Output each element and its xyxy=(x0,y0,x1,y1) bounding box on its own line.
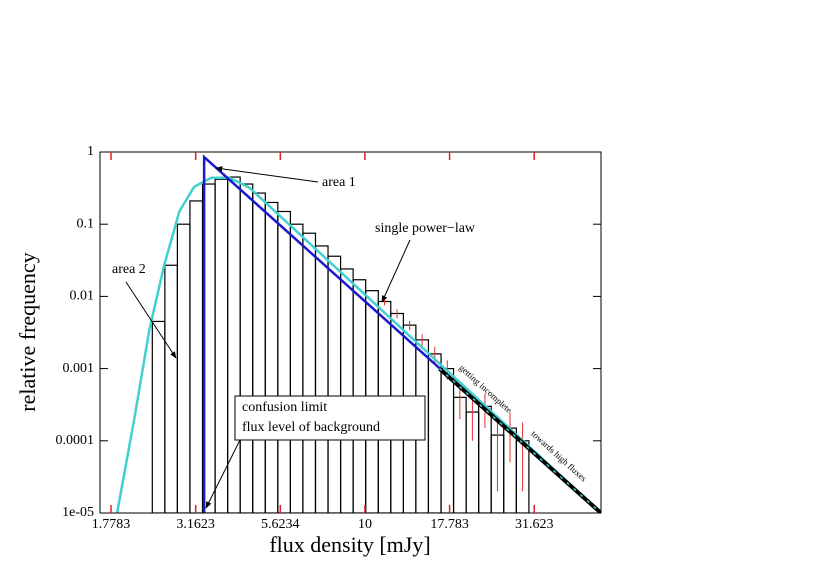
x-tick-label: 10 xyxy=(358,517,372,532)
histogram-bar xyxy=(339,268,354,513)
histogram-bar xyxy=(289,223,304,513)
y-tick-label: 0.1 xyxy=(77,216,95,231)
y-tick-label: 0.0001 xyxy=(56,433,95,448)
histogram-bar xyxy=(440,368,455,513)
x-axis-label: flux density [mJy] xyxy=(269,532,430,557)
y-tick-label: 1e-05 xyxy=(62,505,94,520)
annotation: area 1 xyxy=(322,175,356,190)
y-axis-label: relative frequency xyxy=(15,252,40,411)
x-tick-label: 1.7783 xyxy=(92,517,131,532)
line-dash xyxy=(438,368,601,513)
x-tick-label: 5.6234 xyxy=(261,517,300,532)
histogram-bar xyxy=(227,176,241,513)
arrow xyxy=(125,281,177,359)
annotation: confusion limit xyxy=(242,400,327,415)
histogram-bar xyxy=(176,223,191,513)
x-tick-label: 31.623 xyxy=(515,517,554,532)
histogram-bar xyxy=(277,210,291,513)
x-tick-label: 17.783 xyxy=(430,517,469,532)
histogram-bar xyxy=(252,192,266,513)
histogram-bar xyxy=(151,320,166,513)
y-tick-label: 0.01 xyxy=(70,289,95,304)
histogram-bar xyxy=(239,183,254,513)
histogram-bar xyxy=(264,201,279,513)
arrow xyxy=(205,439,241,509)
histogram-bar xyxy=(302,232,317,513)
y-tick-label: 1 xyxy=(87,144,94,159)
annotation: single power−law xyxy=(375,221,476,236)
line xyxy=(115,176,601,513)
histogram-bar xyxy=(164,264,178,513)
histogram-bar xyxy=(214,178,229,513)
plot-area xyxy=(115,154,601,513)
histogram-bar xyxy=(189,200,204,513)
arrow xyxy=(381,239,411,303)
annotation: flux level of background xyxy=(242,420,380,435)
histogram-bar xyxy=(427,353,442,513)
histogram-bar xyxy=(327,255,342,513)
x-tick-label: 3.1623 xyxy=(176,517,215,532)
arrow xyxy=(215,166,319,183)
axes-frame xyxy=(99,151,602,514)
annotation: area 2 xyxy=(112,262,146,277)
y-tick-label: 0.001 xyxy=(63,361,95,376)
histogram-bar xyxy=(314,245,329,513)
annotations: area 1 single power−law area 2 confusion… xyxy=(112,166,589,509)
annotation-box xyxy=(234,395,426,441)
